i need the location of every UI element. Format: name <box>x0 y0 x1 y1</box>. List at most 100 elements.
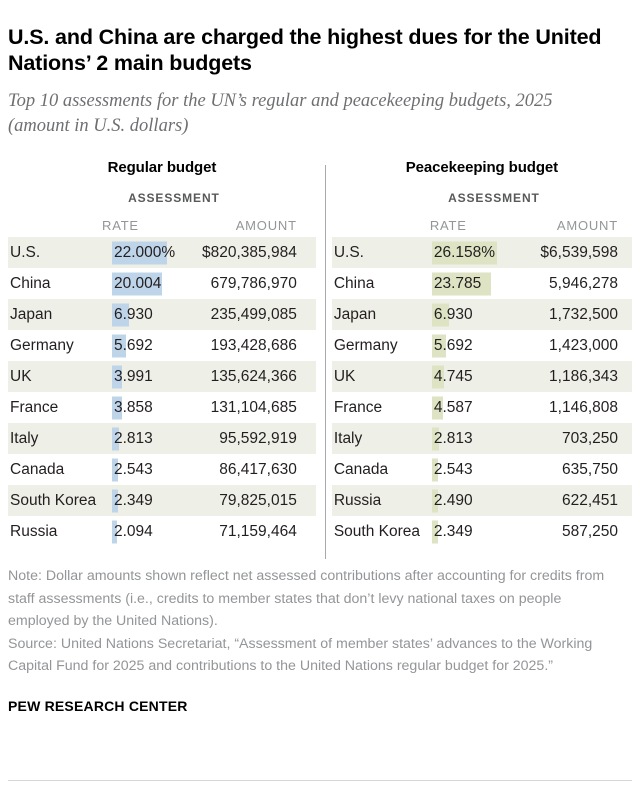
row-rate: 5.692 <box>112 334 202 357</box>
row-amount: $6,539,598 <box>540 243 618 261</box>
regular-header-amount: AMOUNT <box>235 218 297 233</box>
peacekeeping-header-amount: AMOUNT <box>556 218 618 233</box>
row-country: Japan <box>333 305 377 323</box>
row-amount: 1,423,000 <box>549 336 618 354</box>
table-row: Japan 6.930 1,732,500 <box>331 299 632 330</box>
table-row: China 20.004 679,786,970 <box>8 268 316 299</box>
rate-bar <box>431 272 492 295</box>
peacekeeping-column-headers: RATE AMOUNT <box>332 211 632 237</box>
rate-bar <box>112 458 119 481</box>
table-row: Russia 2.094 71,159,464 <box>8 516 316 547</box>
rate-value: 2.543 <box>114 460 153 478</box>
rate-value: 2.543 <box>433 460 473 478</box>
rate-value: 22.000% <box>114 243 176 261</box>
rate-bar <box>112 489 118 512</box>
regular-header-rate: RATE <box>102 218 139 233</box>
table-row: Japan 6.930 235,499,085 <box>8 299 316 330</box>
rate-bar <box>431 241 498 264</box>
peacekeeping-budget-rows: U.S. 26.158% $6,539,598 China 23.785 5,946,27… <box>331 237 632 547</box>
row-amount: 131,104,685 <box>210 398 297 416</box>
peacekeeping-header-rate: RATE <box>429 218 467 233</box>
rate-bar <box>112 427 120 450</box>
row-amount: 1,732,500 <box>549 305 618 323</box>
row-rate: 5.692 <box>431 334 522 357</box>
rate-value: 2.813 <box>114 429 153 447</box>
row-amount: 703,250 <box>561 429 618 447</box>
rate-bar <box>112 396 122 419</box>
rate-value: 5.692 <box>114 336 153 354</box>
row-amount: 79,825,015 <box>219 491 297 509</box>
table-row: Italy 2.813 95,592,919 <box>8 423 316 454</box>
rate-value: 20.004 <box>114 274 162 292</box>
row-rate: 26.158% <box>431 241 522 264</box>
row-rate: 2.094 <box>112 520 202 543</box>
peacekeeping-assessment-label: ASSESSMENT <box>448 191 540 205</box>
regular-budget-panel: Regular budget ASSESSMENT RATE AMOUNT U.… <box>8 159 316 547</box>
table-row: Germany 5.692 193,428,686 <box>8 330 316 361</box>
rate-value: 6.930 <box>114 305 153 323</box>
row-rate: 2.349 <box>431 520 522 543</box>
row-amount: 679,786,970 <box>210 274 297 292</box>
rate-bar <box>112 241 167 264</box>
row-country: South Korea <box>10 491 97 509</box>
rate-value: 6.930 <box>433 305 473 323</box>
row-amount: 622,451 <box>561 491 618 509</box>
rate-value: 2.813 <box>433 429 473 447</box>
table-row: Germany 5.692 1,423,000 <box>332 330 632 361</box>
row-rate: 6.930 <box>112 303 202 326</box>
table-row: Russia 2.490 622,451 <box>331 485 632 516</box>
row-rate: 2.543 <box>112 458 202 481</box>
rate-value: 3.991 <box>114 367 153 385</box>
table-row: Italy 2.813 703,250 <box>331 423 632 454</box>
tables-container: Regular budget ASSESSMENT RATE AMOUNT U.… <box>8 159 632 559</box>
row-country: UK <box>333 367 356 385</box>
rate-bar <box>112 334 127 357</box>
rate-bar <box>112 303 130 326</box>
table-row: South Korea 2.349 79,825,015 <box>8 485 316 516</box>
table-row: China 23.785 5,946,278 <box>332 268 632 299</box>
table-row: U.S. 26.158% $6,539,598 <box>331 237 632 268</box>
row-country: Russia <box>10 522 58 540</box>
page-subtitle: Top 10 assessments for the UN’s regular … <box>8 91 553 136</box>
rate-bar <box>431 520 438 543</box>
rate-bar <box>112 520 118 543</box>
footer: Note: Dollar amounts shown reflect net a… <box>8 547 632 714</box>
row-country: Italy <box>333 429 363 447</box>
bottom-divider <box>8 780 632 781</box>
note-text: Note: Dollar amounts shown reflect net a… <box>8 568 605 629</box>
row-amount: $820,385,984 <box>202 243 297 261</box>
regular-assessment-label: ASSESSMENT <box>128 191 220 205</box>
rate-bar <box>431 458 439 481</box>
row-country: China <box>10 274 51 292</box>
row-country: Germany <box>10 336 74 354</box>
row-rate: 4.587 <box>431 396 522 419</box>
peacekeeping-budget-panel: Peacekeeping budget ASSESSMENT RATE AMOU… <box>331 159 632 547</box>
rate-bar <box>431 396 444 419</box>
row-country: Canada <box>10 460 65 478</box>
table-row: South Korea 2.349 587,250 <box>332 516 632 547</box>
table-row: Canada 2.543 86,417,630 <box>8 454 316 485</box>
row-amount: 71,159,464 <box>219 522 297 540</box>
table-row: UK 3.991 135,624,366 <box>8 361 316 392</box>
regular-budget-title: Regular budget <box>107 159 217 176</box>
row-rate: 4.745 <box>431 365 522 388</box>
row-rate: 2.813 <box>431 427 522 450</box>
row-country: Italy <box>10 429 39 447</box>
row-rate: 2.490 <box>431 489 522 512</box>
table-row: Canada 2.543 635,750 <box>332 454 632 485</box>
row-rate: 3.858 <box>112 396 202 419</box>
row-amount: 86,417,630 <box>219 460 297 478</box>
table-row: UK 4.745 1,186,343 <box>331 361 632 392</box>
row-rate: 20.004 <box>112 272 202 295</box>
vertical-divider <box>325 165 326 559</box>
rate-bar <box>112 272 162 295</box>
row-amount: 235,499,085 <box>210 305 297 323</box>
row-amount: 587,250 <box>561 522 618 540</box>
row-country: France <box>333 398 383 416</box>
rate-value: 2.349 <box>433 522 473 540</box>
row-country: U.S. <box>10 243 41 261</box>
source-text: Source: United Nations Secretariat, “Ass… <box>8 635 593 675</box>
rate-bar <box>112 365 122 388</box>
rate-bar <box>431 365 444 388</box>
